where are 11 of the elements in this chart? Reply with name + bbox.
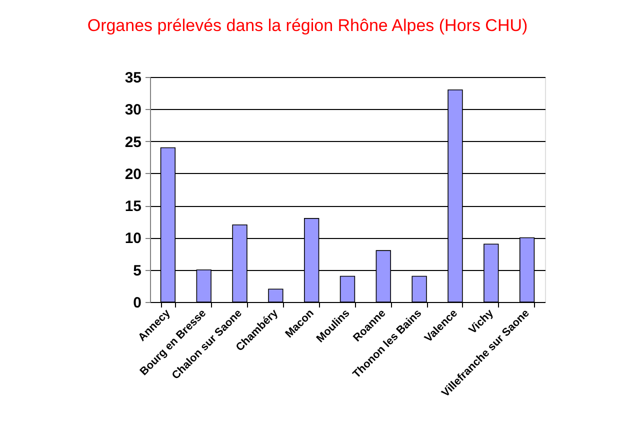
y-tick-label: 35: [124, 70, 142, 86]
y-tick-label: 0: [133, 294, 142, 312]
y-tick-label: 10: [124, 230, 142, 248]
bar: [412, 276, 427, 302]
y-tick-label: 25: [124, 134, 142, 151]
y-tick-label: 15: [124, 198, 142, 216]
y-tick-label: 30: [124, 102, 142, 119]
y-tick-label: 20: [124, 166, 142, 183]
y-tick-label: 5: [133, 262, 142, 280]
chart-title: Organes prélevés dans la région Rhône Alpes (Hors CHU): [87, 16, 528, 35]
bar: [340, 276, 356, 302]
